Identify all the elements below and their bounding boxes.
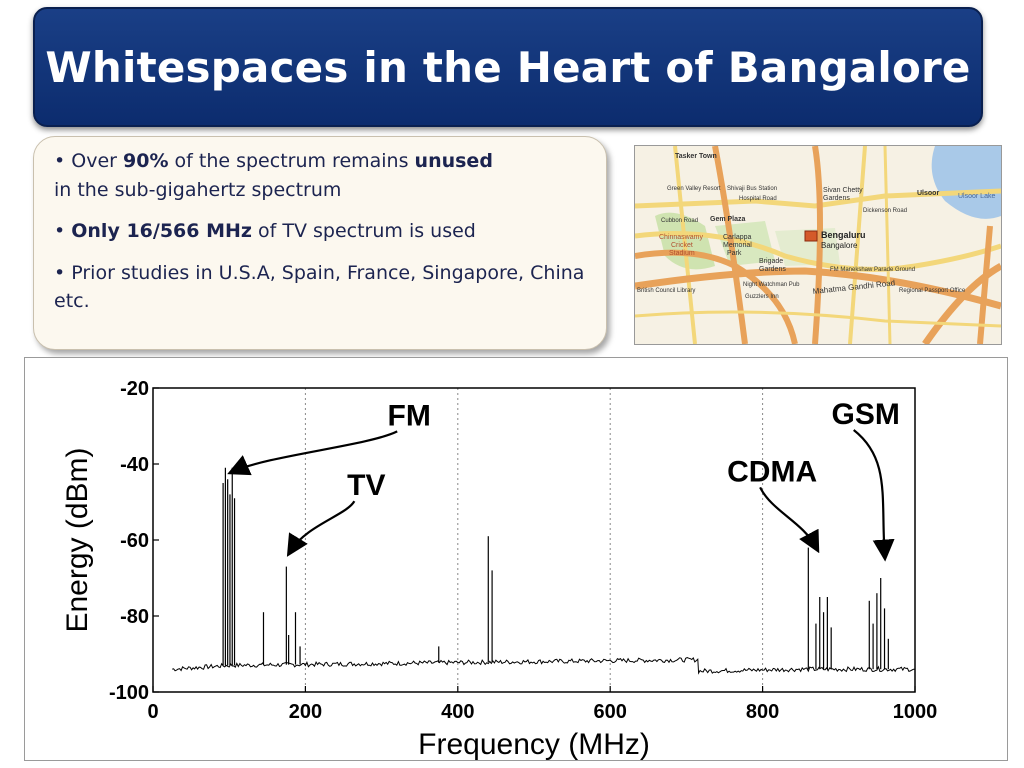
x-tick-label: 0 [147, 701, 158, 723]
x-tick-label: 600 [594, 701, 627, 723]
bullet-1-text: Over [71, 150, 123, 172]
axis-ticks: 0 200 400 600 800 1000 -20 -40 -60 -80 -100 [109, 378, 937, 723]
annotation-label: FM [388, 399, 431, 432]
map-label-chinnaswamy: Chinnaswamy [659, 234, 703, 241]
bullet-1-post: in the sub-gigahertz spectrum [54, 178, 342, 201]
annotation-label: TV [347, 469, 385, 502]
map-label-bengaluru: Bengaluru [821, 230, 866, 240]
annotation-arrow [853, 429, 895, 562]
x-tick-label: 200 [289, 701, 322, 723]
bullet-box: • Over 90% of the spectrum remains unuse… [33, 136, 607, 350]
x-tick-label: 400 [441, 701, 474, 723]
y-axis-label: Energy (dBm) [61, 447, 94, 632]
spectrum-peaks [222, 467, 889, 670]
map-label-carlappa: Carlappa [723, 234, 752, 241]
map-label-british-council: British Council Library [637, 288, 695, 294]
bullet-2-bold: Only 16/566 MHz [71, 220, 252, 242]
bullet-2: • Only 16/566 MHz of TV spectrum is used [54, 220, 476, 242]
map-label-hospital: Hospital Road [739, 196, 777, 202]
y-tick-label: -80 [120, 606, 149, 628]
map-label-dickenson: Dickenson Road [863, 208, 907, 214]
spectrum-chart-svg: 0 200 400 600 800 1000 -20 -40 -60 -80 -100 FM TV CD… [61, 378, 937, 760]
y-tick-label: -60 [120, 530, 149, 552]
bullet-1-mid: of the spectrum remains [168, 150, 415, 172]
annotation-arrow [227, 430, 398, 476]
map-label-sivan-gardens: Gardens [823, 195, 850, 202]
annotation-arrow [286, 500, 356, 557]
bullet-1: • Over 90% of the spectrum remains unuse… [54, 150, 493, 201]
spectrum-series-line [171, 656, 915, 675]
map-label-gem-plaza: Gem Plaza [710, 216, 746, 223]
grid-lines [304, 388, 764, 692]
annotations: FM TV CDMA GSM [227, 398, 900, 562]
title-bar: Whitespaces in the Heart of Bangalore [33, 7, 983, 127]
map-label-cricket: Cricket [671, 242, 693, 249]
annotation-label: CDMA [727, 455, 817, 488]
annotation-arrow [759, 486, 820, 554]
map-graphic: Tasker Town Bengaluru Bangalore Ulsoor U… [635, 146, 1001, 344]
map-label-ulsoor-lake: Ulsoor Lake [958, 193, 995, 200]
bullet-2-post: of TV spectrum is used [251, 220, 476, 242]
map-label-stadium: Stadium [669, 250, 695, 257]
map-label-regional: Regional Passport Office [899, 288, 966, 294]
annotation-label: GSM [832, 398, 900, 431]
map-label-guzzlers: Guzzlers Inn [745, 294, 779, 300]
page-title: Whitespaces in the Heart of Bangalore [45, 42, 971, 92]
city-marker-icon [804, 230, 818, 242]
map-label-shivaji: Shivaji Bus Station [727, 186, 777, 192]
y-tick-label: -100 [109, 682, 149, 704]
bullet-3: • Prior studies in U.S.A, Spain, France,… [54, 261, 585, 313]
map-label-fm-parade: FM Manekshaw Parade Ground [830, 267, 915, 273]
map-label-bangalore: Bangalore [821, 241, 858, 250]
bullet-3-text: Prior studies in U.S.A, Spain, France, S… [54, 261, 585, 313]
y-tick-label: -20 [120, 378, 149, 400]
map-label-tasker: Tasker Town [675, 153, 717, 160]
map-label-memorial: Memorial [723, 242, 752, 249]
map-label-green-valley: Green Valley Resort [667, 186, 721, 192]
map-label-brigade-gardens: Gardens [759, 266, 786, 273]
x-tick-label: 800 [746, 701, 779, 723]
y-tick-label: -40 [120, 454, 149, 476]
map-label-ulsoor: Ulsoor [917, 190, 939, 197]
map-label-cubbon: Cubbon Road [661, 218, 698, 224]
map-label-brigade: Brigade [759, 258, 783, 265]
plot-area-frame [152, 387, 916, 693]
bullet-1-bold-percent: 90% [123, 150, 169, 172]
map-label-sivan: Sivan Chetty [823, 187, 863, 194]
map-label-park: Park [727, 250, 742, 257]
bangalore-map: Tasker Town Bengaluru Bangalore Ulsoor U… [634, 145, 1002, 345]
map-label-night-watchman: Night Watchman Pub [743, 282, 800, 288]
spectrum-chart: 0 200 400 600 800 1000 -20 -40 -60 -80 -100 FM TV CD… [24, 357, 1008, 761]
x-tick-label: 1000 [893, 701, 938, 723]
x-axis-label: Frequency (MHz) [418, 728, 650, 760]
bullet-1-bold-unused: unused [414, 150, 493, 172]
